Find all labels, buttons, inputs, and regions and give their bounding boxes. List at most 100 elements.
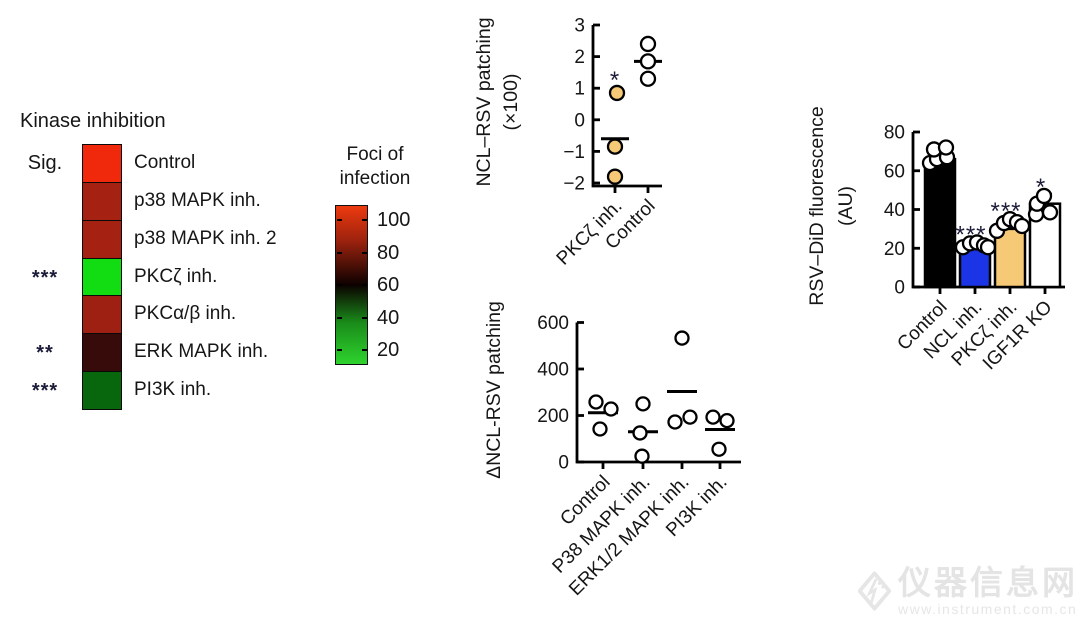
colorbar-tick-label: 60 [377,274,400,296]
data-point [608,84,626,102]
heatmap-row: p38 MAPK inh. 2 [0,219,340,259]
colorbar-tick-label: 20 [377,339,400,361]
data-point [705,409,721,425]
data-point [635,396,651,412]
colorbar-title-line1: Foci of [346,144,404,165]
colorbar-title-line2: infection [339,168,411,189]
kinase-label: p38 MAPK inh. 2 [134,227,277,249]
colorbar-tick-mark [336,349,342,351]
significance-stars: * [1036,174,1046,201]
heatmap-row: ** ERK MAPK inh. [0,333,340,373]
colorbar-tick-mark [336,316,342,319]
heatmap-row: Control [0,144,340,183]
colorbar-tick-mark [336,251,342,254]
data-point [632,425,648,441]
data-point [674,330,690,346]
kinase-label: PKCα/β inh. [134,303,237,325]
data-point [588,394,604,410]
colorbar-tick-label: 40 [377,306,400,329]
data-point [1035,187,1053,205]
data-point [639,53,657,70]
watermark-text-cn: 仪器信息网 [898,564,1078,601]
y-axis-label: RSV–DiD fluorescence [806,106,828,305]
y-tick-label: 3 [574,16,585,37]
y-tick-label: 600 [537,313,569,334]
y-axis-label: (×100) [500,74,522,131]
heatmap-row: *** PI3K inh. [0,371,340,411]
kinase-label: PKCζ inh. [134,265,218,287]
heatmap-cell [82,371,122,411]
data-point [606,138,624,155]
data-point [937,139,955,156]
y-tick-label: 0 [894,278,905,299]
kinase-label: ERK MAPK inh. [134,341,269,363]
y-tick-label: 200 [537,406,569,427]
y-tick-label: 40 [884,200,905,221]
watermark: 仪器信息网 www.instrument.com.cn [858,549,1078,633]
y-axis-label: ΔNCL-RSV patching [483,301,505,479]
colorbar-tick-mark [361,219,367,221]
bar [923,157,957,289]
colorbar-tick-mark [361,284,367,286]
y-tick-label: 0 [558,453,569,474]
significance-stars: * [610,67,620,94]
data-point [603,401,619,417]
data-point [711,441,727,457]
foci-colorbar-panel: Foci of infection 100 80 60 40 20 [330,143,460,393]
y-tick-label: 400 [537,360,569,381]
colorbar-tick-mark [361,349,367,351]
heatmap-cell [82,257,122,297]
data-point [682,409,698,425]
watermark-text: 仪器信息网 www.instrument.com.cn [898,564,1078,618]
data-point [606,168,624,185]
y-tick-label: 80 [884,123,905,144]
y-tick-label: −1 [563,142,585,163]
heatmap-row: PKCα/β inh. [0,295,340,335]
y-tick-label: 2 [574,47,585,68]
y-axis-label: (AU) [835,186,857,226]
y-tick-label: 20 [884,239,905,260]
y-axis-label: NCL–RSV patching [473,17,495,186]
kinase-inhibition-panel: Kinase inhibition Sig. Control p38 MAPK i… [0,0,340,430]
sig-marker: ** [36,342,54,365]
colorbar-tick-mark [336,284,342,286]
data-point [667,414,683,430]
axis [575,322,741,464]
heatmap-row: *** PKCζ inh. [0,257,340,297]
heatmap-cell [82,333,122,373]
colorbar-tick-mark [361,251,367,254]
sig-marker: *** [31,266,59,289]
colorbar-tick-mark [336,219,342,221]
significance-stars: *** [955,221,986,248]
watermark-url: www.instrument.com.cn [898,601,1078,617]
data-point [639,35,657,53]
y-tick-label: 60 [884,161,905,182]
colorbar-tick-label: 80 [377,241,400,264]
data-point [639,70,657,87]
kinase-label: Control [134,152,196,173]
watermark-logo-icon [858,571,891,611]
heatmap-row: p38 MAPK inh. [0,181,340,221]
data-point [1041,204,1059,221]
sig-column-header: Sig. [27,152,63,174]
colorbar-tick-mark [361,316,367,319]
significance-stars: *** [990,198,1021,225]
colorbar-title: Foci of infection [330,143,420,191]
heatmap-cell [82,144,122,183]
kinase-panel-title: Kinase inhibition [20,110,166,132]
y-tick-label: 0 [574,110,585,131]
y-tick-label: 1 [574,79,585,100]
kinase-label: p38 MAPK inh. [134,189,261,211]
data-point [634,448,650,464]
heatmap-cell [82,181,122,221]
heatmap-cell [82,219,122,259]
data-point [719,412,735,429]
y-tick-label: −2 [563,174,585,195]
axis [591,25,662,188]
kinase-label: PI3K inh. [134,379,212,401]
colorbar-tick-label: 100 [377,209,411,231]
